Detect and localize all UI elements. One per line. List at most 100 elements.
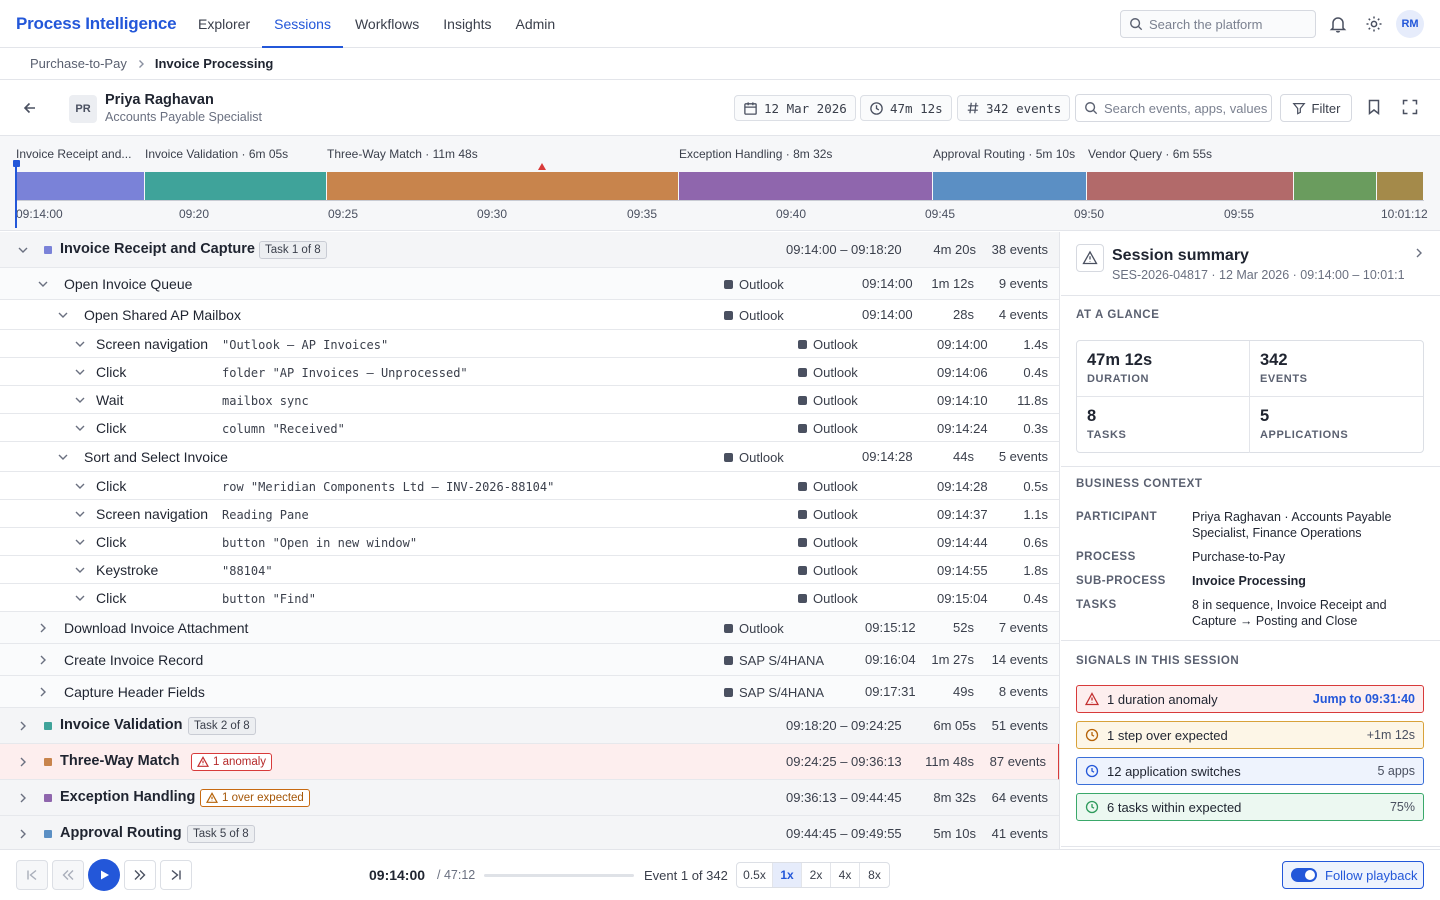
task-row-three-way-match[interactable]: Three-Way Match 1 anomaly 09:24:25 – 09:…: [0, 744, 1059, 780]
jump-to-anomaly-link[interactable]: Jump to 09:31:40: [1312, 692, 1415, 706]
event-time: 09:15:04: [937, 591, 988, 606]
event-row[interactable]: Screen navigation "Outlook — AP Invoices…: [0, 330, 1059, 358]
task-position-badge: Task 5 of 8: [187, 825, 255, 843]
step-row-sort-and-select-invoice[interactable]: Sort and Select Invoice Outlook 09:14:28…: [0, 442, 1059, 472]
chevron-down-icon[interactable]: [36, 277, 50, 291]
task-row-invoice-validation[interactable]: Invoice Validation Task 2 of 8 09:18:20 …: [0, 708, 1059, 744]
event-row[interactable]: Wait mailbox sync Outlook 09:14:10 11.8s: [0, 386, 1059, 414]
playhead[interactable]: [15, 161, 17, 228]
chevron-right-icon[interactable]: [16, 827, 30, 841]
event-row[interactable]: Click button "Find" Outlook 09:15:04 0.4…: [0, 584, 1059, 612]
nav-tab-sessions[interactable]: Sessions: [262, 0, 343, 48]
event-row[interactable]: Click row "Meridian Components Ltd — INV…: [0, 472, 1059, 500]
speed-option-8x[interactable]: 8x: [868, 868, 881, 882]
chevron-right-icon[interactable]: [36, 621, 50, 635]
step-row-open-invoice-queue[interactable]: Open Invoice Queue Outlook 09:14:00 1m 1…: [0, 268, 1059, 300]
fast-forward-button[interactable]: [124, 860, 156, 890]
chevron-down-icon[interactable]: [73, 479, 87, 493]
brand-logo[interactable]: Process Intelligence: [16, 13, 177, 33]
timeline-segment-three-way-match[interactable]: [327, 172, 678, 200]
task-row-approval-routing[interactable]: Approval Routing Task 5 of 8 09:44:45 – …: [0, 816, 1059, 849]
task-row-exception-handling[interactable]: Exception Handling 1 over expected 09:36…: [0, 780, 1059, 816]
nav-tab-admin[interactable]: Admin: [515, 15, 556, 32]
chevron-right-icon[interactable]: [16, 791, 30, 805]
chevron-right-icon[interactable]: [36, 653, 50, 667]
nav-tab-explorer[interactable]: Explorer: [198, 15, 251, 32]
signal-tasks-within-expected[interactable]: 6 tasks within expected 75%: [1076, 793, 1424, 821]
speed-option-4x[interactable]: 4x: [831, 863, 860, 887]
nav-tab-workflows[interactable]: Workflows: [354, 15, 420, 32]
signal-app-switches[interactable]: 12 application switches 5 apps: [1076, 757, 1424, 785]
timeline-segment-vendor-query[interactable]: [1087, 172, 1293, 200]
chevron-down-icon[interactable]: [73, 365, 87, 379]
task-position-badge: Task 1 of 8: [259, 241, 327, 259]
top-nav: Process Intelligence Explorer Sessions W…: [0, 0, 1440, 48]
play-button[interactable]: [88, 859, 120, 891]
chevron-down-icon[interactable]: [73, 563, 87, 577]
anomaly-marker[interactable]: [538, 163, 546, 170]
skip-to-end-button[interactable]: [160, 860, 192, 890]
event-time: 09:14:55: [937, 563, 988, 578]
fullscreen-icon[interactable]: [1401, 98, 1419, 116]
glance-value: 8: [1087, 407, 1097, 425]
step-row-create-invoice-record[interactable]: Create Invoice Record SAP S/4HANA 09:16:…: [0, 644, 1059, 676]
nav-tab-insights[interactable]: Insights: [443, 15, 492, 32]
step-row-download-invoice-attachment[interactable]: Download Invoice Attachment Outlook 09:1…: [0, 612, 1059, 644]
filter-button[interactable]: Filter: [1280, 94, 1352, 122]
chevron-down-icon[interactable]: [73, 337, 87, 351]
chevron-right-icon[interactable]: [16, 719, 30, 733]
section-divider: [1061, 466, 1440, 467]
timeline-segment-invoice-validation[interactable]: [145, 172, 326, 200]
step-row-open-shared-ap-mailbox[interactable]: Open Shared AP Mailbox Outlook 09:14:00 …: [0, 300, 1059, 330]
event-search-input[interactable]: Search events, apps, values: [1075, 94, 1272, 122]
playhead-handle[interactable]: [13, 160, 20, 167]
chevron-down-icon[interactable]: [73, 535, 87, 549]
back-arrow-icon[interactable]: [20, 98, 40, 118]
chevron-down-icon[interactable]: [73, 393, 87, 407]
speed-option-2x[interactable]: 2x: [802, 863, 831, 887]
timeline-segment-approval-routing[interactable]: [933, 172, 1086, 200]
step-row-capture-header-fields[interactable]: Capture Header Fields SAP S/4HANA 09:17:…: [0, 676, 1059, 708]
rewind-button[interactable]: [52, 860, 84, 890]
skip-to-start-button[interactable]: [16, 860, 48, 890]
signal-step-over-expected[interactable]: 1 step over expected +1m 12s: [1076, 721, 1424, 749]
gear-icon[interactable]: [1364, 14, 1384, 34]
event-row[interactable]: Click folder "AP Invoices — Unprocessed"…: [0, 358, 1059, 386]
chevron-down-icon[interactable]: [73, 507, 87, 521]
chevron-down-icon[interactable]: [73, 591, 87, 605]
chevron-down-icon[interactable]: [16, 243, 30, 257]
timeline-segment-exception-handling[interactable]: [679, 172, 932, 200]
chevron-right-icon[interactable]: [1412, 246, 1426, 260]
bookmark-icon[interactable]: [1365, 98, 1383, 116]
event-row[interactable]: Click button "Open in new window" Outloo…: [0, 528, 1059, 556]
chevron-right-icon[interactable]: [36, 685, 50, 699]
context-key: PROCESS: [1076, 551, 1136, 563]
chevron-right-icon[interactable]: [16, 755, 30, 769]
event-row[interactable]: Click column "Received" Outlook 09:14:24…: [0, 414, 1059, 442]
chevron-down-icon[interactable]: [56, 308, 70, 322]
task-name: Three-Way Match: [60, 753, 180, 769]
playback-progress[interactable]: [484, 874, 634, 877]
chevron-down-icon[interactable]: [73, 421, 87, 435]
speed-option-1x[interactable]: 1x: [773, 863, 802, 887]
step-name: Create Invoice Record: [64, 652, 204, 668]
event-type: Click: [96, 478, 127, 494]
chevron-right-icon: [135, 58, 147, 70]
step-duration: 44s: [953, 449, 974, 464]
task-row-invoice-receipt[interactable]: Invoice Receipt and Capture Task 1 of 8 …: [0, 232, 1059, 268]
breadcrumb-purchase-to-pay[interactable]: Purchase-to-Pay: [30, 56, 127, 71]
signal-duration-anomaly[interactable]: 1 duration anomaly Jump to 09:31:40: [1076, 685, 1424, 713]
speed-option-0.5x[interactable]: 0.5x: [737, 863, 773, 887]
timeline-segment-task-7[interactable]: [1294, 172, 1376, 200]
session-timeline[interactable]: Invoice Receipt and... Invoice Validatio…: [0, 136, 1440, 231]
toggle-switch[interactable]: [1291, 868, 1317, 882]
event-row[interactable]: Keystroke "88104" Outlook 09:14:55 1.8s: [0, 556, 1059, 584]
event-row[interactable]: Screen navigation Reading Pane Outlook 0…: [0, 500, 1059, 528]
timeline-segment-invoice-receipt[interactable]: [16, 172, 144, 200]
platform-search-input[interactable]: Search the platform: [1120, 10, 1316, 38]
chevron-down-icon[interactable]: [56, 450, 70, 464]
user-avatar[interactable]: RM: [1396, 10, 1424, 38]
bell-icon[interactable]: [1328, 14, 1348, 34]
follow-playback-toggle[interactable]: Follow playback: [1282, 861, 1424, 889]
timeline-segment-task-8[interactable]: [1377, 172, 1423, 200]
